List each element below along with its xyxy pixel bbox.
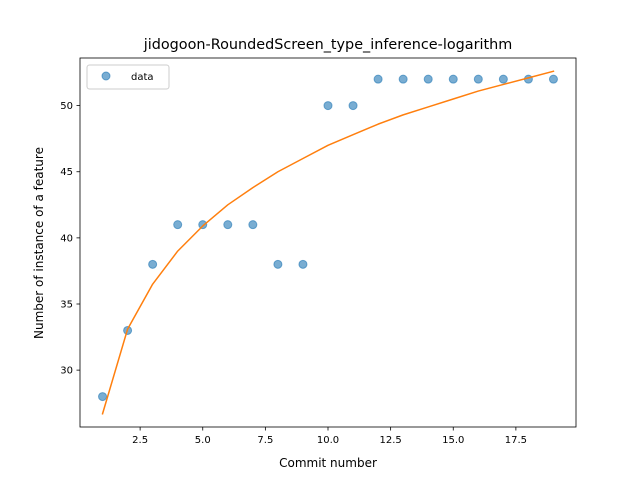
- data-point: [298, 259, 308, 269]
- legend-label: data: [131, 72, 154, 83]
- data-point: [473, 74, 483, 84]
- data-point: [148, 259, 158, 269]
- legend-box: [86, 64, 170, 90]
- y-tick-label: 40: [60, 233, 73, 244]
- data-point: [348, 101, 358, 111]
- y-tick-label: 35: [60, 300, 73, 311]
- data-point: [498, 74, 508, 84]
- x-tick-label: 5.0: [195, 435, 211, 446]
- x-tick-label: 10.0: [317, 435, 339, 446]
- x-tick-label: 15.0: [442, 435, 464, 446]
- data-point: [423, 74, 433, 84]
- data-point: [448, 74, 458, 84]
- data-point: [98, 392, 108, 402]
- fit-line: [101, 70, 555, 415]
- data-point: [248, 220, 258, 230]
- data-point: [398, 74, 408, 84]
- data-point: [373, 74, 383, 84]
- x-axis-label: Commit number: [279, 456, 377, 470]
- data-point: [548, 74, 558, 84]
- data-point: [198, 220, 208, 230]
- data-point: [223, 220, 233, 230]
- x-tick-label: 12.5: [379, 435, 401, 446]
- x-tick-label: 2.5: [132, 435, 148, 446]
- y-tick-label: 45: [60, 167, 73, 178]
- y-axis-label: Number of instance of a feature: [32, 147, 46, 339]
- data-point: [323, 101, 333, 111]
- chart-title: jidogoon-RoundedScreen_type_inference-lo…: [143, 37, 513, 53]
- plot-frame: [79, 57, 577, 428]
- legend-marker: [101, 71, 111, 81]
- plot-area: 2.5 5.0 7.5 10.0 12.5 15.0 17.5 30 35 40 45 50 data: [60, 57, 577, 446]
- x-tick-label: 17.5: [505, 435, 527, 446]
- y-tick-label: 50: [60, 101, 73, 112]
- data-point: [173, 220, 183, 230]
- x-tick-label: 7.5: [257, 435, 273, 446]
- data-point: [273, 259, 283, 269]
- y-tick-label: 30: [60, 366, 73, 377]
